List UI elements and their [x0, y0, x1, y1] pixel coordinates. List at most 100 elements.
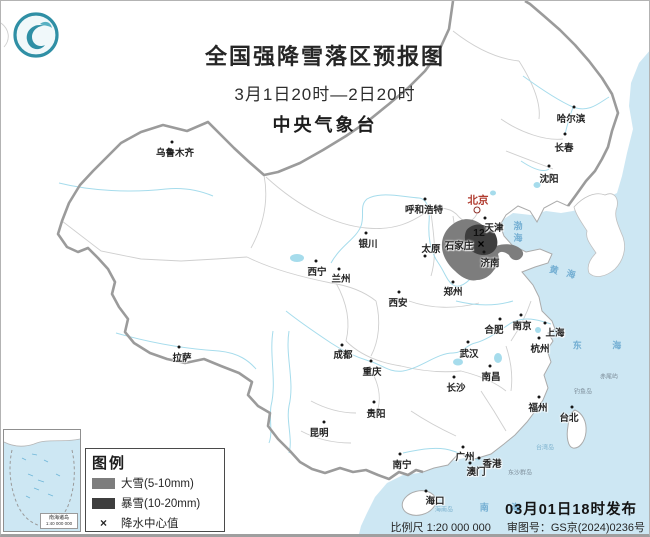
city-label-拉萨: 拉萨	[172, 353, 192, 364]
city-dot-太原	[423, 254, 427, 258]
map-scale: 比例尺 1:20 000 000	[390, 522, 491, 534]
city-label-呼和浩特: 呼和浩特	[404, 205, 444, 216]
legend-item-center-value: × 降水中心值	[92, 513, 218, 533]
city-label-石家庄: 石家庄	[444, 241, 474, 252]
map-meta-line: 比例尺 1:20 000 000 审图号：GS京(2024)0236号	[390, 519, 645, 534]
city-label-兰州: 兰州	[331, 274, 351, 285]
sea-label-东海: 东 海	[572, 340, 636, 351]
city-dot-拉萨	[177, 345, 181, 349]
city-label-乌鲁木齐: 乌鲁木齐	[155, 148, 195, 159]
city-dot-昆明	[322, 420, 326, 424]
city-label-成都: 成都	[333, 350, 353, 361]
city-dot-广州	[461, 445, 465, 449]
legend-title: 图例	[92, 455, 127, 472]
sea-label-黄海: 黄 海	[548, 264, 580, 281]
city-dot-西安	[397, 290, 401, 294]
city-dot-哈尔滨	[572, 105, 576, 109]
city-dot-长沙	[452, 375, 456, 379]
city-label-西宁: 西宁	[307, 267, 327, 278]
cma-logo	[12, 11, 60, 59]
city-label-长沙: 长沙	[446, 383, 466, 394]
city-label-太原: 太原	[421, 244, 441, 255]
city-label-昆明: 昆明	[309, 428, 329, 439]
city-dot-武汉	[466, 340, 470, 344]
city-dot-福州	[537, 395, 541, 399]
blizzard-area	[464, 224, 498, 256]
city-dot-海口	[424, 489, 428, 493]
city-label-郑州: 郑州	[443, 287, 463, 298]
taiwan-island	[566, 409, 587, 449]
legend-item-label: 大雪(5-10mm)	[121, 478, 194, 490]
city-dot-南宁	[398, 452, 402, 456]
blizzard-swatch	[92, 497, 115, 509]
national-border-northeast	[524, 1, 620, 207]
legend-item-label: 降水中心值	[121, 518, 179, 530]
city-dot-呼和浩特	[423, 197, 427, 201]
map-approval-number: 审图号：GS京(2024)0236号	[506, 522, 645, 534]
city-dot-天津	[483, 216, 487, 220]
coastline	[422, 200, 569, 473]
city-dot-西宁	[314, 259, 318, 263]
legend-item-blizzard: 暴雪(10-20mm)	[92, 493, 218, 513]
south-china-sea-inset: 南海诸岛 1:40 000 000	[3, 429, 81, 532]
city-label-广州: 广州	[455, 452, 475, 463]
city-label-南昌: 南昌	[481, 372, 501, 383]
city-label-福州: 福州	[528, 403, 548, 414]
city-dot-上海	[543, 321, 547, 325]
city-label-银川: 银川	[358, 239, 378, 250]
city-label-北京: 北京	[467, 194, 489, 207]
issue-time: 03月01日18时发布	[505, 502, 637, 518]
legend: 图例 大雪(5-10mm) 暴雪(10-20mm) × 降水中心值	[85, 448, 225, 532]
city-label-武汉: 武汉	[459, 349, 479, 360]
city-dot-乌鲁木齐	[170, 140, 174, 144]
sea-label-南海: 南 海	[479, 502, 531, 513]
city-label-香港: 香港	[482, 459, 502, 470]
city-dot-南京	[519, 313, 523, 317]
city-dot-郑州	[451, 280, 455, 284]
rivers	[58, 75, 610, 461]
city-label-长春: 长春	[554, 143, 574, 154]
city-dot-重庆	[369, 359, 373, 363]
island-label-海南岛: 海南岛	[434, 507, 454, 514]
city-label-重庆: 重庆	[362, 367, 382, 378]
city-dot-贵阳	[372, 400, 376, 404]
hainan-island	[401, 490, 437, 516]
legend-item-heavy-snow: 大雪(5-10mm)	[92, 473, 218, 493]
city-label-西安: 西安	[388, 298, 408, 309]
inset-label: 南海诸岛	[48, 515, 69, 522]
city-dot-香港	[477, 456, 481, 460]
national-border-west	[56, 1, 455, 481]
city-dot-北京	[473, 206, 481, 214]
city-dot-合肥	[498, 317, 502, 321]
island-label-东沙群岛: 东沙群岛	[507, 470, 533, 477]
heavy-snow-swatch	[92, 477, 115, 489]
city-label-台北: 台北	[559, 413, 579, 424]
city-dot-成都	[340, 343, 344, 347]
city-dot-南昌	[488, 364, 492, 368]
city-label-南宁: 南宁	[392, 460, 412, 471]
city-label-上海: 上海	[545, 328, 565, 339]
city-label-南京: 南京	[512, 321, 532, 332]
inset-scale: 1:40 000 000	[45, 521, 73, 527]
city-label-济南: 济南	[480, 258, 500, 269]
city-dot-银川	[364, 231, 368, 235]
korea-landmass	[573, 193, 625, 277]
cma-logo-graphic	[13, 12, 59, 58]
city-label-沈阳: 沈阳	[539, 174, 559, 185]
island-label-台湾岛: 台湾岛	[535, 445, 555, 452]
city-label-澳门: 澳门	[466, 467, 486, 478]
city-dot-兰州	[337, 267, 341, 271]
legend-item-label: 暴雪(10-20mm)	[121, 498, 201, 510]
island-label-赤尾屿: 赤尾屿	[599, 374, 619, 381]
city-label-天津: 天津	[484, 223, 504, 234]
city-label-合肥: 合肥	[484, 325, 504, 336]
city-label-贵阳: 贵阳	[366, 409, 386, 420]
precipitation-center-value: 12	[473, 227, 485, 239]
city-label-哈尔滨: 哈尔滨	[556, 114, 586, 125]
city-dot-济南	[482, 250, 486, 254]
city-label-杭州: 杭州	[530, 344, 550, 355]
city-dot-沈阳	[547, 164, 551, 168]
